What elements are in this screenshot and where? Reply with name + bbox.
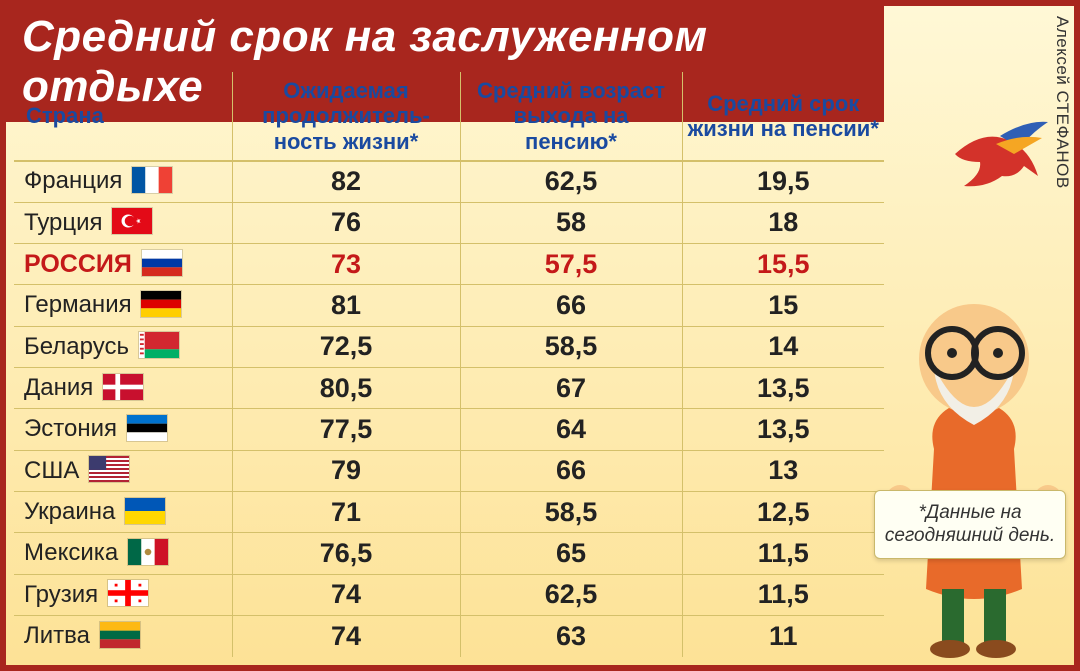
table-row: Литва 746311 [14, 616, 884, 658]
cell-retire: 66 [460, 285, 682, 326]
cell-years: 14 [682, 326, 884, 367]
cell-country: Германия [14, 285, 232, 326]
table-row: Беларусь 72,558,514 [14, 326, 884, 367]
cell-retire: 58,5 [460, 492, 682, 533]
ge-flag-icon [107, 579, 149, 607]
cell-country: Украина [14, 492, 232, 533]
cell-years: 18 [682, 202, 884, 243]
cell-retire: 62,5 [460, 574, 682, 615]
infographic-frame: Средний срок на заслуженном отдыхе Стран… [0, 0, 1080, 671]
cell-country: Беларусь [14, 326, 232, 367]
fr-flag-icon [131, 166, 173, 194]
cell-retire: 63 [460, 616, 682, 658]
footnote-text: *Данные на сегодняшний день. [885, 502, 1055, 547]
col-retire: Средний возраст выхода на пенсию* [460, 72, 682, 161]
cell-life: 74 [232, 616, 460, 658]
country-name: Мексика [24, 539, 118, 566]
side-area: Алексей СТЕФАНОВ [884, 6, 1074, 665]
cell-retire: 66 [460, 450, 682, 491]
col-life: Ожидаемая продолжитель-ность жизни* [232, 72, 460, 161]
table-header-row: Страна Ожидаемая продолжитель-ность жизн… [14, 72, 884, 161]
cell-years: 15 [682, 285, 884, 326]
cell-years: 11,5 [682, 574, 884, 615]
table-row: Мексика 76,56511,5 [14, 533, 884, 574]
ua-flag-icon [124, 497, 166, 525]
col-country: Страна [14, 72, 232, 161]
cell-years: 13 [682, 450, 884, 491]
country-name: Литва [24, 622, 90, 649]
data-table-wrap: Страна Ожидаемая продолжитель-ность жизн… [14, 72, 884, 657]
ru-flag-icon [141, 249, 183, 277]
cell-years: 11,5 [682, 533, 884, 574]
cell-years: 19,5 [682, 161, 884, 202]
table-row: РОССИЯ 7357,515,5 [14, 244, 884, 285]
tr-flag-icon [111, 207, 153, 235]
cell-life: 76 [232, 202, 460, 243]
cell-years: 13,5 [682, 368, 884, 409]
cell-life: 71 [232, 492, 460, 533]
country-name: США [24, 457, 79, 484]
cell-life: 76,5 [232, 533, 460, 574]
table-row: Грузия 7462,511,5 [14, 574, 884, 615]
table-row: Украина 7158,512,5 [14, 492, 884, 533]
by-flag-icon [138, 331, 180, 359]
country-name: Беларусь [24, 333, 129, 360]
cell-country: США [14, 450, 232, 491]
data-table: Страна Ожидаемая продолжитель-ность жизн… [14, 72, 884, 657]
cell-life: 74 [232, 574, 460, 615]
cell-life: 80,5 [232, 368, 460, 409]
mx-flag-icon [127, 538, 169, 566]
country-name: Украина [24, 498, 115, 525]
cell-country: Грузия [14, 574, 232, 615]
cell-country: Дания [14, 368, 232, 409]
col-years: Средний срок жизни на пенсии* [682, 72, 884, 161]
cell-retire: 67 [460, 368, 682, 409]
cell-country: РОССИЯ [14, 244, 232, 285]
cell-years: 12,5 [682, 492, 884, 533]
country-name: РОССИЯ [24, 250, 132, 278]
cell-life: 81 [232, 285, 460, 326]
cell-life: 77,5 [232, 409, 460, 450]
country-name: Дания [24, 374, 93, 401]
country-name: Эстония [24, 415, 117, 442]
cell-years: 15,5 [682, 244, 884, 285]
cell-country: Литва [14, 616, 232, 658]
lt-flag-icon [99, 621, 141, 649]
cell-country: Мексика [14, 533, 232, 574]
us-flag-icon [88, 455, 130, 483]
table-row: Эстония 77,56413,5 [14, 409, 884, 450]
country-name: Германия [24, 291, 132, 318]
country-name: Грузия [24, 581, 98, 608]
cell-retire: 58,5 [460, 326, 682, 367]
swallow-logo-icon [950, 116, 1050, 194]
table-row: Турция 765818 [14, 202, 884, 243]
cell-retire: 64 [460, 409, 682, 450]
cell-life: 79 [232, 450, 460, 491]
author-credit: Алексей СТЕФАНОВ [1052, 16, 1072, 189]
table-row: Франция 8262,519,5 [14, 161, 884, 202]
cell-years: 11 [682, 616, 884, 658]
country-name: Франция [24, 167, 122, 194]
cell-country: Турция [14, 202, 232, 243]
cell-retire: 65 [460, 533, 682, 574]
footnote-card: *Данные на сегодняшний день. [874, 490, 1066, 560]
ee-flag-icon [126, 414, 168, 442]
cell-life: 73 [232, 244, 460, 285]
cell-life: 82 [232, 161, 460, 202]
cell-retire: 62,5 [460, 161, 682, 202]
cell-life: 72,5 [232, 326, 460, 367]
table-row: США 796613 [14, 450, 884, 491]
cell-retire: 57,5 [460, 244, 682, 285]
country-name: Турция [24, 209, 103, 236]
table-row: Германия 816615 [14, 285, 884, 326]
cell-years: 13,5 [682, 409, 884, 450]
cell-country: Франция [14, 161, 232, 202]
cell-country: Эстония [14, 409, 232, 450]
dk-flag-icon [102, 373, 144, 401]
cell-retire: 58 [460, 202, 682, 243]
de-flag-icon [140, 290, 182, 318]
table-row: Дания 80,56713,5 [14, 368, 884, 409]
pensioner-illustration-icon [884, 249, 1064, 659]
